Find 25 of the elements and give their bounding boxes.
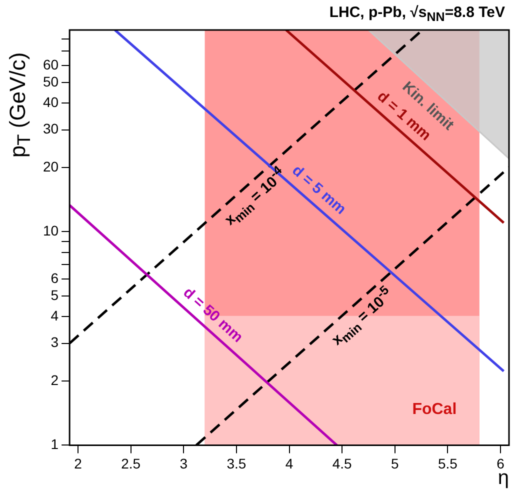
- text: d = 5 mm: [288, 162, 349, 218]
- text: d = 50 mm: [179, 284, 246, 346]
- y-tick-label: 30: [42, 120, 59, 137]
- y-tick-label: 20: [42, 158, 59, 174]
- x-tick-label: 6: [496, 455, 505, 472]
- y-tick-label: 3: [50, 334, 59, 350]
- x-tick-label: 5.5: [438, 455, 458, 472]
- x-tick-label: 2: [74, 455, 82, 472]
- y-tick-label: 6: [50, 270, 59, 286]
- chart-title: LHC, p-Pb, √s$_{NN}$=8.8 TeV: [329, 4, 505, 24]
- y-tick-label: 50: [42, 73, 59, 90]
- y-tick-label: 5: [50, 286, 59, 303]
- y-tick-label: 10: [42, 222, 59, 239]
- y-tick-label: 1: [50, 436, 59, 452]
- y-tick-label: 2: [50, 372, 59, 388]
- x-tick-label: 5: [391, 455, 400, 472]
- y-tick-label: 60: [42, 56, 59, 72]
- x-tick-label: 3.5: [226, 455, 246, 472]
- y-tick-label: 4: [50, 308, 59, 324]
- x-tick-label: 2.5: [121, 455, 141, 472]
- band-label: FoCal: [412, 401, 457, 420]
- x-tick-label: 4: [285, 455, 294, 472]
- y-tick-label: 40: [42, 94, 59, 110]
- x-tick-label: 3: [180, 455, 188, 472]
- x-tick-label: 4.5: [332, 455, 352, 472]
